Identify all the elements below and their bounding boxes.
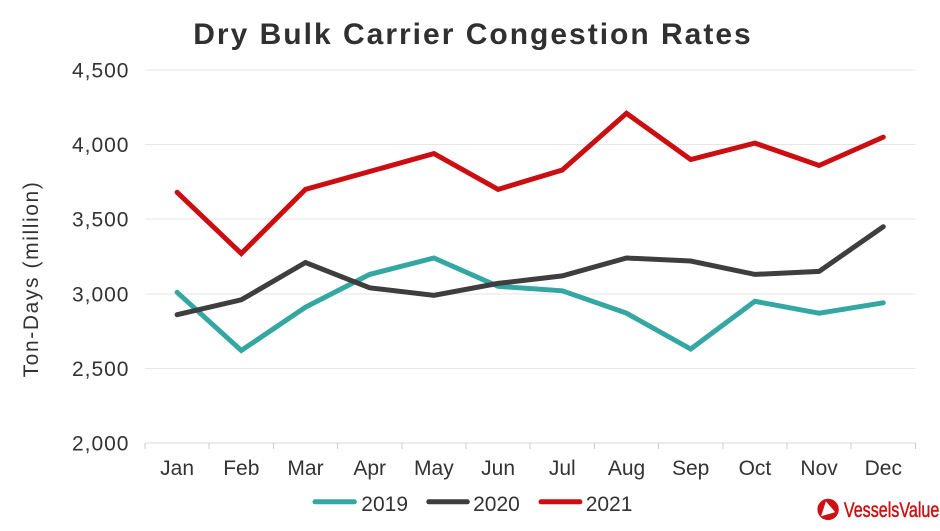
svg-text:Dry Bulk Carrier Congestion Ra: Dry Bulk Carrier Congestion Rates	[193, 18, 752, 51]
svg-text:Oct: Oct	[739, 457, 772, 480]
svg-text:Ton-Days (million): Ton-Days (million)	[20, 181, 43, 378]
svg-text:Mar: Mar	[287, 457, 323, 480]
svg-text:3,000: 3,000	[72, 283, 130, 306]
svg-text:4,000: 4,000	[72, 134, 130, 157]
svg-text:2020: 2020	[473, 493, 520, 516]
svg-text:3,500: 3,500	[72, 209, 130, 232]
svg-text:Jun: Jun	[481, 457, 515, 480]
svg-text:Nov: Nov	[800, 457, 838, 480]
svg-text:Apr: Apr	[353, 457, 386, 480]
svg-text:Jul: Jul	[549, 457, 576, 480]
svg-text:VesselsValue: VesselsValue	[844, 498, 939, 522]
svg-text:2,500: 2,500	[72, 358, 130, 381]
svg-text:2,000: 2,000	[72, 433, 130, 456]
svg-text:Dec: Dec	[865, 457, 902, 480]
svg-text:4,500: 4,500	[72, 60, 130, 83]
svg-text:May: May	[414, 457, 454, 480]
svg-text:2019: 2019	[361, 493, 408, 516]
svg-text:Aug: Aug	[608, 457, 645, 480]
svg-text:2021: 2021	[586, 493, 633, 516]
svg-text:Feb: Feb	[223, 457, 259, 480]
svg-text:Sep: Sep	[672, 457, 709, 480]
svg-text:Jan: Jan	[160, 457, 194, 480]
